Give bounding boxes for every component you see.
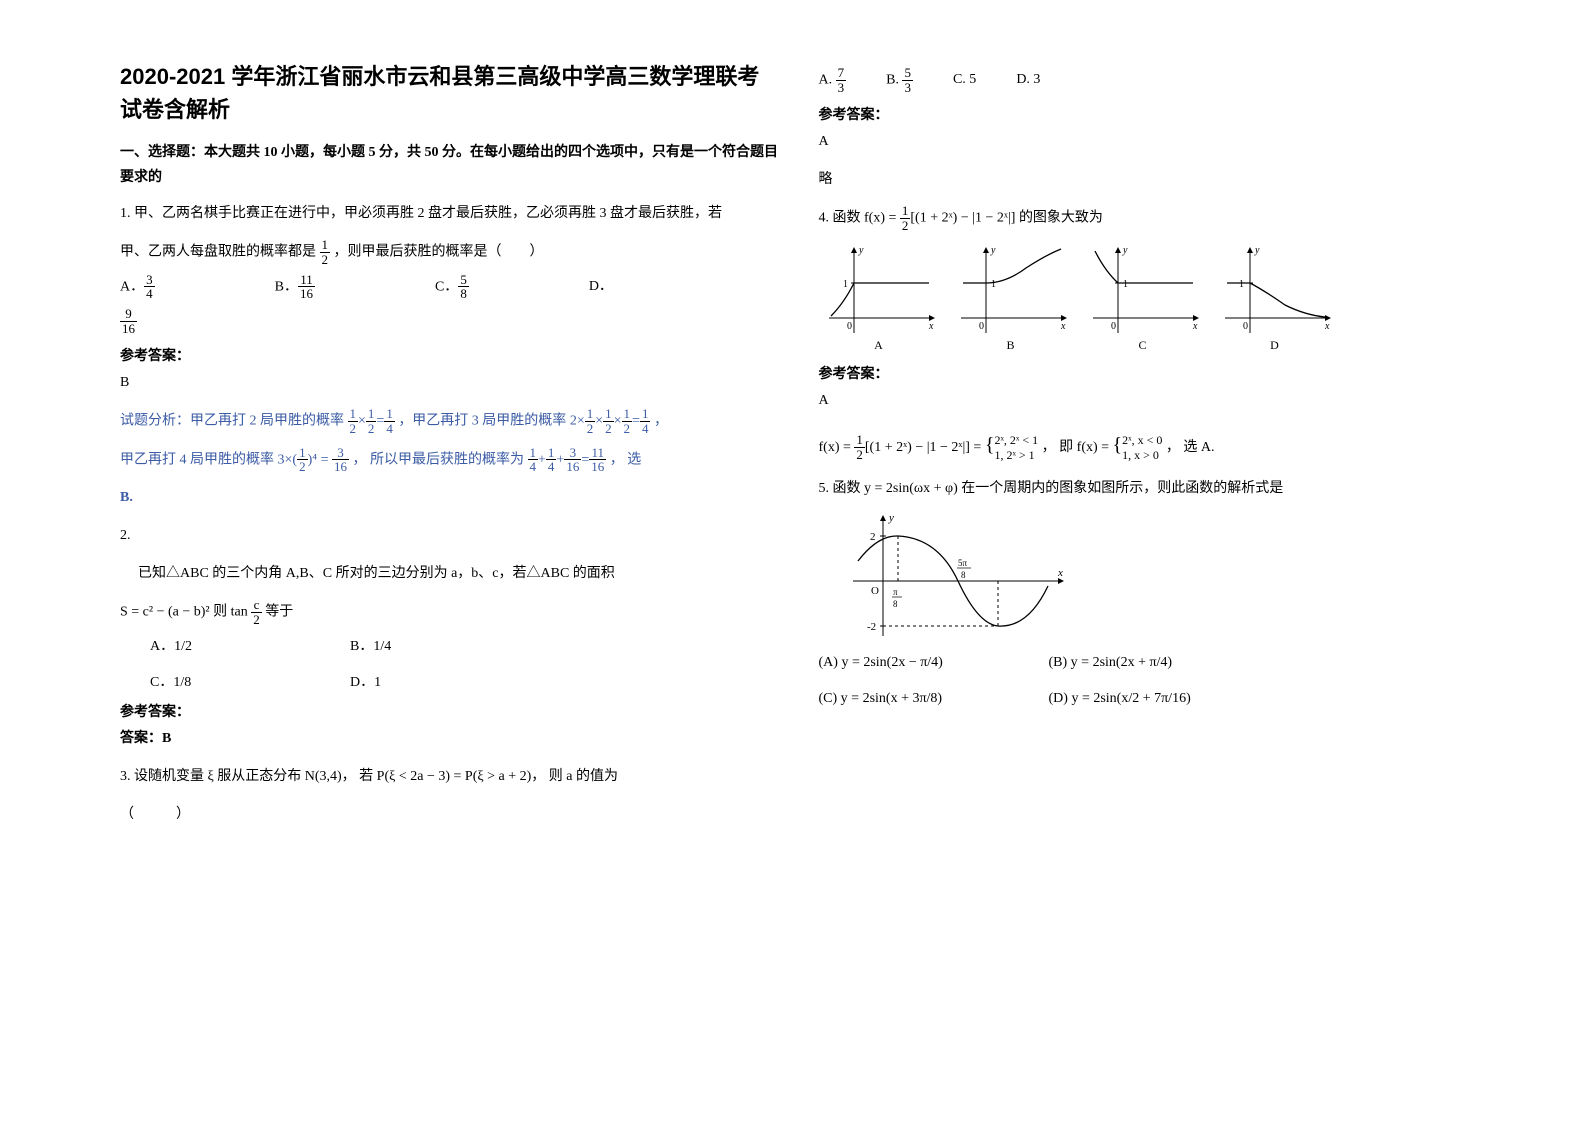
svg-text:x: x [1192,321,1198,332]
q3-opt-b: B. 53 [886,66,913,94]
q3-opt-a: A. 73 [819,66,847,94]
q1-answer-heading: 参考答案： [120,345,779,365]
q4-label-c: C [1083,338,1203,353]
exam-title: 2020-2021 学年浙江省丽水市云和县第三高级中学高三数学理联考试卷含解析 [120,60,779,126]
q1-stem-line2: 甲、乙两人每盘取胜的概率都是 12 ，则甲最后获胜的概率是（ ） [120,238,779,266]
q2-number: 2. [120,522,779,550]
q4-stem: 4. 函数 f(x) = 12[(1 + 2ˣ) − |1 − 2ˣ|] 的图象… [819,204,1478,232]
svg-text:1: 1 [991,279,996,290]
q4-graphs: 0 x y 1 A 0 x y 1 [819,243,1478,353]
svg-text:1: 1 [843,279,848,290]
q1-p-frac: 12 [320,238,331,266]
q5-opt-b: (B) y = 2sin(2x + π/4) [1049,649,1269,677]
q5-opt-a: (A) y = 2sin(2x − π/4) [819,649,1039,677]
q4-label-d: D [1215,338,1335,353]
q1-stem-line1: 1. 甲、乙两名棋手比赛正在进行中，甲必须再胜 2 盘才最后获胜，乙必须再胜 3… [120,200,779,228]
q3-opt-c: C. 5 [953,66,976,94]
q1-opt-a: A．34 [120,273,155,301]
svg-text:O: O [871,585,879,597]
q1-stem2-pre: 甲、乙两人每盘取胜的概率都是 [120,245,316,260]
svg-text:y: y [858,245,864,256]
graph-d-svg: 0 x y 1 [1215,243,1335,338]
page: 2020-2021 学年浙江省丽水市云和县第三高级中学高三数学理联考试卷含解析 … [0,0,1587,1122]
q2-opt-c: C．1/8 [150,671,350,691]
q5-opt-c: (C) y = 2sin(x + 3π/8) [819,685,1039,713]
svg-text:8: 8 [893,599,898,609]
svg-text:y: y [1122,245,1128,256]
svg-text:1: 1 [1239,279,1244,290]
q2-answer-heading: 参考答案： [120,701,779,721]
q2-opt-d: D．1 [350,671,550,691]
graph-b-svg: 0 x y 1 [951,243,1071,338]
q1-opt-b: B．1116 [275,273,315,301]
q1-answer-letter: B [120,369,779,397]
q4-graph-a: 0 x y 1 A [819,243,939,353]
q2-opt-b: B．1/4 [350,635,550,655]
q3-stem: 3. 设随机变量 ξ 服从正态分布 N(3,4)， 若 P(ξ < 2a − 3… [120,763,779,791]
q1-opt-d: 916 [120,307,779,335]
q2-answer: 答案：B [120,725,779,753]
q1-opt-d-pre: D． [589,273,613,301]
q3-opt-d: D. 3 [1016,66,1040,94]
section-1-heading: 一、选择题：本大题共 10 小题，每小题 5 分，共 50 分。在每小题给出的四… [120,140,779,190]
q3-answer-letter: A [819,128,1478,156]
svg-text:x: x [1057,567,1063,579]
q3-options: A. 73 B. 53 C. 5 D. 3 [819,66,1478,94]
q5-plot: O x y 2 -2 π 8 5π 8 [843,511,1478,641]
q5-sine-svg: O x y 2 -2 π 8 5π 8 [843,511,1073,641]
svg-text:2: 2 [870,531,876,543]
svg-text:-2: -2 [867,621,876,633]
right-column: A. 73 B. 53 C. 5 D. 3 参考答案： A 略 4. 函数 f(… [799,60,1498,1082]
q5-options: (A) y = 2sin(2x − π/4) (B) y = 2sin(2x +… [819,649,1478,713]
q3-omit: 略 [819,166,1478,194]
q1-explanation-line3: B. [120,484,779,512]
q4-graph-b: 0 x y 1 B [951,243,1071,353]
svg-text:π: π [893,587,898,597]
left-column: 2020-2021 学年浙江省丽水市云和县第三高级中学高三数学理联考试卷含解析 … [100,60,799,1082]
svg-text:y: y [1254,245,1260,256]
q1-explanation-line2: 甲乙再打 4 局甲胜的概率 3×(12)⁴ = 316 ， 所以甲最后获胜的概率… [120,446,779,474]
svg-text:0: 0 [1243,321,1248,332]
svg-text:8: 8 [961,570,966,580]
svg-text:0: 0 [847,321,852,332]
graph-a-svg: 0 x y 1 [819,243,939,338]
q4-label-b: B [951,338,1071,353]
q4-graph-c: 0 x y 1 C [1083,243,1203,353]
q2-stem-line1: 已知△ABC 的三个内角 A,B、C 所对的三边分别为 a，b、c，若△ABC … [138,560,779,588]
q5-stem: 5. 函数 y = 2sin(ωx + φ) 在一个周期内的图象如图所示，则此函… [819,475,1478,503]
svg-text:0: 0 [979,321,984,332]
svg-text:0: 0 [1111,321,1116,332]
q3-answer-heading: 参考答案： [819,104,1478,124]
q1-stem2-post: ，则甲最后获胜的概率是（ ） [334,245,544,260]
svg-text:5π: 5π [958,558,968,568]
svg-text:y: y [888,512,894,524]
q4-graph-d: 0 x y 1 D [1215,243,1335,353]
svg-text:y: y [990,245,996,256]
q1-opt-c: C．58 [435,273,469,301]
svg-text:x: x [1060,321,1066,332]
svg-text:x: x [1324,321,1330,332]
graph-c-svg: 0 x y 1 [1083,243,1203,338]
q4-answer-heading: 参考答案： [819,363,1478,383]
q4-explanation: f(x) = 12[(1 + 2ˣ) − |1 − 2ˣ|] = {2ˣ, 2ˣ… [819,425,1478,465]
q2-stem-line2: S = c² − (a − b)² 则 tan c2 等于 [120,598,779,626]
q5-opt-d: (D) y = 2sin(x/2 + 7π/16) [1049,685,1269,713]
svg-text:x: x [928,321,934,332]
q3-paren: （ ） [120,801,779,829]
q4-answer-letter: A [819,387,1478,415]
q1-options-row1: A．34 B．1116 C．58 D． [120,273,779,301]
svg-text:1: 1 [1123,279,1128,290]
q2-opt-a: A．1/2 [150,635,350,655]
q1-explanation-line1: 试题分析：甲乙再打 2 局甲胜的概率 12×12=14 ，甲乙再打 3 局甲胜的… [120,407,779,435]
q4-label-a: A [819,338,939,353]
